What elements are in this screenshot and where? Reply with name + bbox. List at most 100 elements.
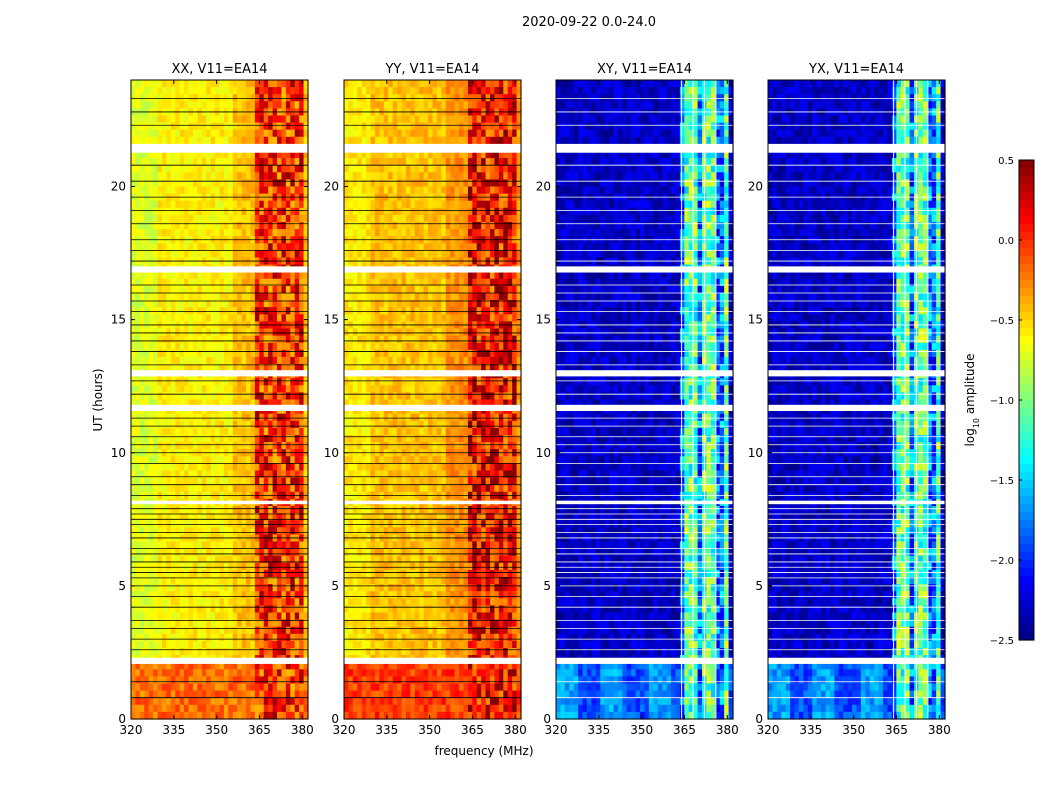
heatmap-cell	[197, 214, 203, 223]
heatmap-cell	[170, 385, 176, 393]
heatmap-cell	[268, 640, 274, 649]
heatmap-cell	[352, 285, 358, 294]
heatmap-cell	[299, 704, 305, 713]
heatmap-cell	[232, 470, 238, 479]
heatmap-cell	[348, 278, 354, 287]
heatmap-cell	[188, 307, 194, 315]
heatmap-cell	[228, 484, 234, 493]
heatmap-cell	[383, 122, 389, 131]
heatmap-cell	[131, 378, 137, 386]
heatmap-cell	[246, 250, 252, 259]
heatmap-cell	[139, 349, 145, 358]
heatmap-cell	[423, 285, 429, 294]
heatmap-cell	[232, 122, 238, 131]
heatmap-cell	[268, 456, 274, 464]
heatmap-cell	[432, 165, 438, 173]
heatmap-cell	[419, 151, 425, 159]
heatmap-cell	[344, 222, 350, 230]
heatmap-cell	[516, 129, 522, 138]
heatmap-cell	[237, 463, 243, 472]
heatmap-cell	[268, 669, 274, 677]
heatmap-cell	[219, 349, 225, 358]
heatmap-cell	[135, 271, 141, 280]
heatmap-cell	[254, 704, 260, 713]
heatmap-cell	[494, 271, 500, 280]
heatmap-cell	[423, 80, 429, 88]
heatmap-cell	[379, 250, 385, 259]
heatmap-cell	[131, 243, 137, 251]
heatmap-cell	[131, 278, 137, 287]
heatmap-cell	[215, 711, 221, 720]
heatmap-cell	[285, 356, 291, 365]
heatmap-cell	[175, 158, 181, 166]
heatmap-cell	[254, 711, 260, 720]
heatmap-cell	[299, 577, 305, 585]
heatmap-cell	[370, 229, 376, 237]
heatmap-cell	[192, 250, 198, 259]
heatmap-cell	[476, 186, 482, 195]
heatmap-cell	[285, 293, 291, 301]
heatmap-cell	[228, 243, 234, 251]
heatmap-cell	[246, 633, 252, 642]
heatmap-cell	[184, 577, 190, 585]
heatmap-cell	[161, 577, 167, 585]
heatmap-cell	[485, 222, 491, 230]
heatmap-cell	[135, 513, 141, 521]
heatmap-cell	[459, 87, 465, 95]
heatmap-cell	[223, 385, 229, 393]
heatmap-cell	[490, 94, 496, 102]
heatmap-cell	[175, 328, 181, 337]
heatmap-cell	[131, 413, 137, 422]
heatmap-cell	[237, 122, 243, 131]
heatmap-cell	[485, 179, 491, 188]
heatmap-cell	[512, 285, 518, 294]
heatmap-cell	[361, 87, 367, 95]
heatmap-cell	[507, 271, 513, 280]
heatmap-cell	[405, 94, 411, 102]
heatmap-cell	[188, 80, 194, 88]
heatmap-cell	[285, 605, 291, 614]
heatmap-cell	[294, 527, 300, 535]
heatmap-cell	[463, 179, 469, 188]
heatmap-cell	[219, 207, 225, 216]
heatmap-cell	[144, 577, 150, 585]
heatmap-cell	[237, 385, 243, 393]
heatmap-cell	[241, 463, 247, 472]
heatmap-cell	[512, 243, 518, 251]
heatmap-cell	[512, 300, 518, 308]
heatmap-cell	[188, 207, 194, 216]
heatmap-cell	[170, 115, 176, 124]
heatmap-cell	[157, 214, 163, 223]
heatmap-cell	[246, 172, 252, 180]
heatmap-cell	[254, 129, 260, 138]
heatmap-cell	[512, 122, 518, 131]
heatmap-cell	[494, 80, 500, 88]
heatmap-cell	[237, 711, 243, 720]
heatmap-cell	[268, 427, 274, 436]
heatmap-cell	[268, 548, 274, 557]
heatmap-cell	[210, 626, 216, 635]
heatmap-cell	[263, 243, 269, 251]
heatmap-cell	[232, 648, 238, 656]
heatmap-cell	[285, 562, 291, 571]
heatmap-cell	[166, 222, 172, 230]
heatmap-cell	[459, 151, 465, 159]
heatmap-cell	[170, 463, 176, 472]
heatmap-cell	[237, 676, 243, 685]
heatmap-cell	[281, 577, 287, 585]
heatmap-cell	[232, 80, 238, 88]
heatmap-cell	[179, 342, 185, 351]
heatmap-cell	[192, 456, 198, 464]
heatmap-cell	[228, 129, 234, 138]
heatmap-cell	[131, 669, 137, 677]
heatmap-cell	[157, 200, 163, 209]
heatmap-cell	[228, 442, 234, 450]
heatmap-cell	[232, 385, 238, 393]
heatmap-cell	[131, 704, 137, 713]
heatmap-cell	[219, 378, 225, 386]
heatmap-cell	[303, 271, 309, 280]
heatmap-cell	[131, 626, 137, 635]
heatmap-cell	[139, 151, 145, 159]
heatmap-cell	[210, 669, 216, 677]
heatmap-cell	[206, 87, 212, 95]
